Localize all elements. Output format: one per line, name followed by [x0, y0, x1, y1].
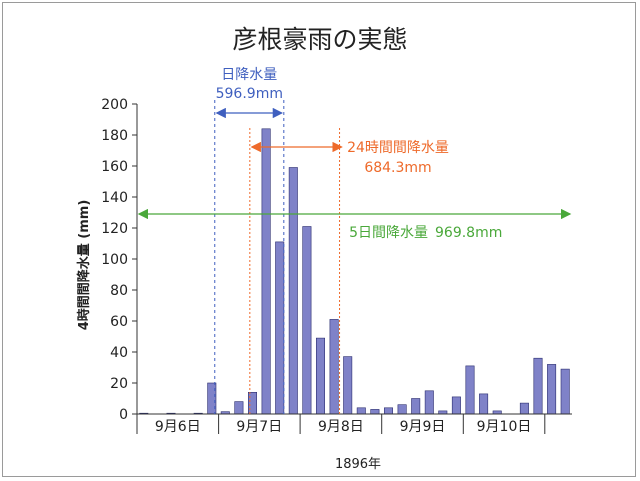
bar	[329, 319, 339, 415]
annotations-group: 日降水量 596.9mm 24時間間降水量 684.3mm 5日間降水量 969.8mm	[137, 67, 572, 414]
x-categories-group: 9月6日 9月7日 9月8日 9月9日 9月10日	[136, 414, 546, 435]
bars-group	[139, 128, 570, 415]
day-label: 9月8日	[318, 419, 364, 435]
y-tick-label: 140	[101, 190, 128, 206]
y-tick-label: 200	[101, 97, 128, 113]
day-label: 9月10日	[477, 419, 532, 435]
x-axis-label: 1896年	[335, 457, 381, 472]
bar	[397, 404, 407, 415]
y-tick-label: 180	[101, 128, 128, 144]
day-label: 9月6日	[155, 419, 201, 435]
bar	[533, 357, 543, 415]
bar	[343, 356, 353, 415]
y-tick-label: 0	[119, 407, 128, 423]
bar	[370, 409, 380, 415]
chart-title: 彦根豪雨の実態	[232, 25, 407, 54]
bar	[424, 390, 434, 415]
y-tick-label: 120	[101, 221, 128, 237]
bar	[302, 226, 312, 415]
bar	[383, 407, 393, 415]
bar	[261, 128, 271, 415]
daily-label: 日降水量	[221, 67, 277, 83]
d5-value: 969.8mm	[435, 225, 502, 241]
bar	[411, 398, 421, 415]
bar	[479, 393, 489, 415]
bar	[519, 402, 529, 415]
y-tick-label: 60	[110, 314, 128, 330]
d5-label: 5日間降水量	[349, 225, 428, 241]
y-tick-label: 80	[110, 283, 128, 299]
bar	[207, 382, 217, 415]
daily-value: 596.9mm	[216, 86, 283, 102]
y-ticks-group: 0 20 40 60 80 100 120 140 160 180 200	[101, 97, 137, 423]
bar	[451, 396, 461, 415]
bar	[288, 167, 298, 415]
y-tick-label: 160	[101, 159, 128, 175]
h24-label: 24時間間降水量	[347, 140, 449, 156]
y-axis-label: 4時間間降水量 (mm)	[76, 200, 92, 331]
day-label: 9月9日	[400, 419, 446, 435]
bar	[560, 368, 570, 415]
y-tick-label: 40	[110, 345, 128, 361]
h24-value: 684.3mm	[364, 160, 431, 176]
bar	[356, 407, 366, 415]
bar	[248, 391, 258, 415]
bar	[234, 401, 244, 415]
bar	[315, 337, 325, 415]
y-tick-label: 20	[110, 376, 128, 392]
bar	[547, 364, 557, 415]
bar	[275, 241, 285, 415]
bar	[465, 365, 475, 415]
day-label: 9月7日	[236, 419, 282, 435]
y-tick-label: 100	[101, 252, 128, 268]
